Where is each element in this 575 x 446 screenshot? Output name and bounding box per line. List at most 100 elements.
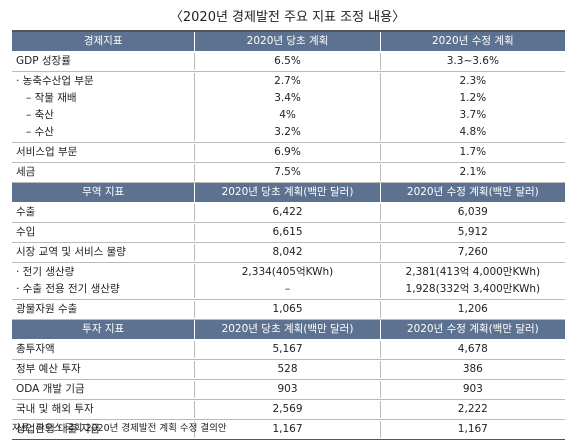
cell: 4,678 xyxy=(379,341,565,358)
cell: 6.5% xyxy=(194,53,379,70)
row-group: 정부 예산 투자 528 386 xyxy=(12,360,565,380)
cell: 8,042 xyxy=(194,244,379,261)
row-group: ODA 개발 기금 903 903 xyxy=(12,380,565,400)
cell: 2.1% xyxy=(379,164,565,181)
row-label: · 농축수산업 부문 xyxy=(16,75,94,87)
cell: 3.4% xyxy=(194,90,379,107)
row-label: 세금 xyxy=(16,166,36,178)
row-label: 국내 및 해외 투자 xyxy=(16,403,94,415)
cell: 3.7% xyxy=(379,107,565,124)
row-group: GDP 성장률 6.5% 3.3~3.6% xyxy=(12,52,565,72)
title: 〈2020년 경제발전 주요 지표 조정 내용〉 xyxy=(169,10,406,25)
row: · 농축수산업 부문 2.7% 2.3% xyxy=(12,73,565,90)
row-group: 수출 6,422 6,039 xyxy=(12,203,565,223)
cell: 386 xyxy=(379,361,565,378)
row-label: – 작물 재배 xyxy=(26,92,77,104)
cell: 1.2% xyxy=(379,90,565,107)
row: 시장 교역 및 서비스 물량 8,042 7,260 xyxy=(12,244,565,261)
row-label: · 전기 생산량 xyxy=(16,266,75,278)
row-label: ODA 개발 기금 xyxy=(16,383,85,395)
cell: 6.9% xyxy=(194,144,379,161)
section-header: 투자 지표 2020년 당초 계획(백만 달러) 2020년 수정 계획(백만 달러… xyxy=(12,320,565,340)
row-label: 수출 xyxy=(16,206,36,218)
cell: 1,065 xyxy=(194,301,379,318)
row-group: 국내 및 해외 투자 2,569 2,222 xyxy=(12,400,565,420)
cell: 2,569 xyxy=(194,401,379,418)
row-label: GDP 성장률 xyxy=(16,55,71,67)
cell: 6,039 xyxy=(379,204,565,221)
row: 상업은행 대출 자금 1,167 1,167 xyxy=(12,421,565,438)
row-group: · 농축수산업 부문 2.7% 2.3% – 작물 재배 3.4% 1.2% – 축산 4% 3… xyxy=(12,72,565,143)
cell: 5,912 xyxy=(379,224,565,241)
source: 자료: 라오스 국회 2020년 경제발전 계획 수정 결의안 xyxy=(12,423,227,434)
section-header: 무역 지표 2020년 당초 계획(백만 달러) 2020년 수정 계획(백만 달러… xyxy=(12,183,565,203)
header-cell: 2020년 수정 계획(백만 달러) xyxy=(379,183,565,202)
cell: 7.5% xyxy=(194,164,379,181)
row-label: 총투자액 xyxy=(16,343,55,355)
row-label: · 수출 전용 전기 생산량 xyxy=(16,283,120,295)
cell: 903 xyxy=(194,381,379,398)
row-label: 상업은행 대출 자금 xyxy=(16,423,100,435)
cell: 528 xyxy=(194,361,379,378)
cell: 4% xyxy=(194,107,379,124)
row: · 수출 전용 전기 생산량 –1,928(332억 3,400만KWh) xyxy=(12,281,565,298)
row: ODA 개발 기금 903 903 xyxy=(12,381,565,398)
row-label: 시장 교역 및 서비스 물량 xyxy=(16,246,126,258)
row-label: 서비스업 부문 xyxy=(16,146,78,158)
row: 총투자액 5,167 4,678 xyxy=(12,341,565,358)
header-cell: 2020년 수정 계획 xyxy=(379,32,565,51)
row-group: 상업은행 대출 자금 1,167 1,167 xyxy=(12,420,565,439)
cell: 3.2% xyxy=(194,124,379,141)
table: 경제지표 2020년 당초 계획 2020년 수정 계획 GDP 성장률 6.5% 3.3… xyxy=(12,30,565,440)
row-label: 광물자원 수출 xyxy=(16,303,78,315)
row-group: 시장 교역 및 서비스 물량 8,042 7,260 xyxy=(12,243,565,263)
row: 정부 예산 투자 528 386 xyxy=(12,361,565,378)
header-cell: 2020년 당초 계획 xyxy=(194,32,379,51)
row-label: – 축산 xyxy=(26,109,54,121)
header-cell: 무역 지표 xyxy=(82,186,125,198)
cell: 903 xyxy=(379,381,565,398)
cell: 3.3~3.6% xyxy=(379,53,565,70)
row-group: 수입 6,615 5,912 xyxy=(12,223,565,243)
row-group: 총투자액 5,167 4,678 xyxy=(12,340,565,360)
row-label: – 수산 xyxy=(26,126,54,138)
row: – 축산 4% 3.7% xyxy=(12,107,565,124)
row-group: · 전기 생산량 2,334(405억KWh) 2,381(413억 4,000만K… xyxy=(12,263,565,300)
section-header: 경제지표 2020년 당초 계획 2020년 수정 계획 xyxy=(12,32,565,52)
header-cell: 2020년 당초 계획(백만 달러) xyxy=(194,320,379,339)
row-group: 서비스업 부문 6.9% 1.7% xyxy=(12,143,565,163)
row: – 작물 재배 3.4% 1.2% xyxy=(12,90,565,107)
row: 광물자원 수출 1,065 1,206 xyxy=(12,301,565,318)
row: 수입 6,615 5,912 xyxy=(12,224,565,241)
cell: 5,167 xyxy=(194,341,379,358)
cell: 2,334(405억KWh) xyxy=(194,264,379,281)
cell: 1,928(332억 3,400만KWh) xyxy=(379,281,565,298)
row: GDP 성장률 6.5% 3.3~3.6% xyxy=(12,53,565,70)
row: · 전기 생산량 2,334(405억KWh) 2,381(413억 4,000만K… xyxy=(12,264,565,281)
cell: 2.3% xyxy=(379,73,565,90)
header-cell: 투자 지표 xyxy=(82,323,125,335)
cell: 1.7% xyxy=(379,144,565,161)
row: 수출 6,422 6,039 xyxy=(12,204,565,221)
cell: 7,260 xyxy=(379,244,565,261)
row-group: 세금 7.5% 2.1% xyxy=(12,163,565,183)
row-label: 수입 xyxy=(16,226,36,238)
cell: – xyxy=(194,281,379,298)
cell: 2.7% xyxy=(194,73,379,90)
cell: 2,222 xyxy=(379,401,565,418)
cell: 1,167 xyxy=(194,421,379,438)
row-label: 정부 예산 투자 xyxy=(16,363,81,375)
cell: 4.8% xyxy=(379,124,565,141)
cell: 6,422 xyxy=(194,204,379,221)
header-cell: 2020년 당초 계획(백만 달러) xyxy=(194,183,379,202)
cell: 2,381(413억 4,000만KWh) xyxy=(379,264,565,281)
header-cell: 경제지표 xyxy=(83,35,123,47)
cell: 6,615 xyxy=(194,224,379,241)
row: 서비스업 부문 6.9% 1.7% xyxy=(12,144,565,161)
row: 국내 및 해외 투자 2,569 2,222 xyxy=(12,401,565,418)
cell: 1,206 xyxy=(379,301,565,318)
row: 세금 7.5% 2.1% xyxy=(12,164,565,181)
cell: 1,167 xyxy=(379,421,565,438)
row: – 수산 3.2% 4.8% xyxy=(12,124,565,141)
